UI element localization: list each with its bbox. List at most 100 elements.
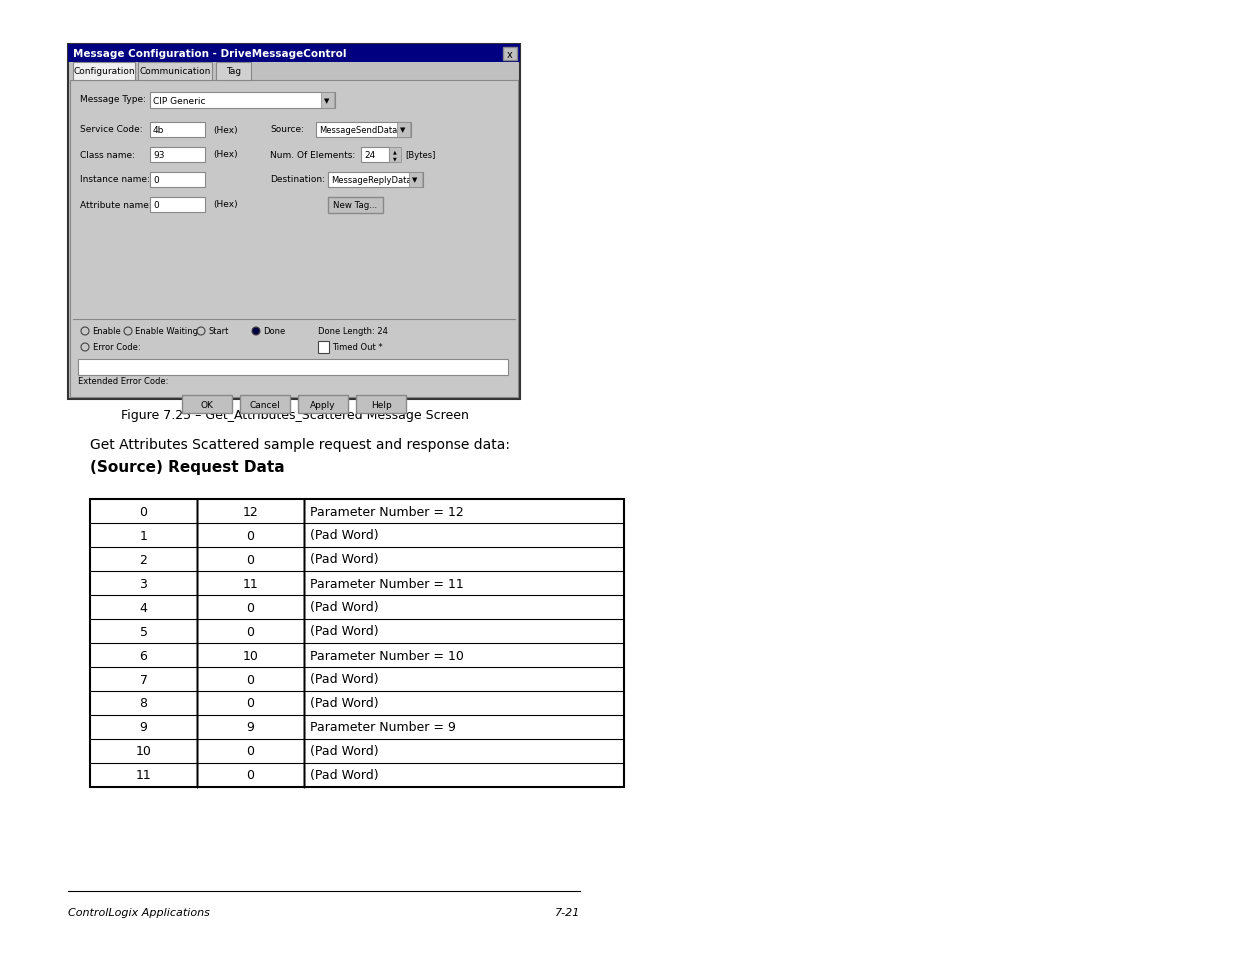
Text: Parameter Number = 11: Parameter Number = 11 [310, 577, 464, 590]
Text: Cancel: Cancel [249, 400, 280, 409]
Bar [70, 81, 517, 397]
Text: 0: 0 [247, 697, 254, 710]
Text: 0: 0 [153, 201, 159, 210]
Text: (Hex): (Hex) [212, 200, 237, 210]
Text: 0: 0 [247, 553, 254, 566]
Bar [90, 499, 624, 787]
Text: Done: Done [263, 327, 285, 336]
Text: 3: 3 [140, 577, 147, 590]
Text: 0: 0 [247, 625, 254, 638]
Text: OK: OK [200, 400, 214, 409]
Text: (Pad Word): (Pad Word) [310, 673, 379, 686]
Text: 0: 0 [140, 505, 147, 518]
Text: Message Configuration - DriveMessageControl: Message Configuration - DriveMessageCont… [73, 49, 347, 59]
Text: ▲: ▲ [393, 150, 396, 154]
Bar [356, 395, 406, 414]
Text: 10: 10 [136, 744, 152, 758]
Text: (Hex): (Hex) [212, 151, 237, 159]
Text: Class name:: Class name: [80, 151, 135, 159]
Text: 0: 0 [247, 601, 254, 614]
Text: 9: 9 [247, 720, 254, 734]
Text: Source:: Source: [270, 126, 304, 134]
Text: Num. Of Elements:: Num. Of Elements: [270, 151, 356, 159]
Text: 0: 0 [247, 673, 254, 686]
Bar [78, 359, 508, 375]
Bar [68, 45, 520, 63]
Text: (Hex): (Hex) [212, 126, 237, 134]
Bar [68, 45, 520, 399]
Text: 10: 10 [242, 649, 258, 661]
Text: 12: 12 [242, 505, 258, 518]
Text: Get Attributes Scattered sample request and response data:: Get Attributes Scattered sample request … [90, 437, 510, 452]
Text: New Tag...: New Tag... [333, 201, 378, 211]
Text: Attribute name:: Attribute name: [80, 200, 152, 210]
Text: x: x [508, 50, 513, 59]
Bar [329, 198, 383, 213]
Text: Apply: Apply [310, 400, 336, 409]
Bar [149, 172, 205, 188]
Text: [Bytes]: [Bytes] [405, 151, 436, 159]
Text: (Pad Word): (Pad Word) [310, 625, 379, 638]
Text: 1: 1 [140, 529, 147, 542]
Text: Destination:: Destination: [270, 175, 325, 184]
Bar [138, 63, 212, 81]
Text: 2: 2 [140, 553, 147, 566]
Bar [396, 123, 410, 138]
Text: 24: 24 [364, 151, 375, 160]
Text: Enable Waiting: Enable Waiting [135, 327, 198, 336]
Text: Service Code:: Service Code: [80, 126, 142, 134]
Text: Start: Start [207, 327, 228, 336]
Text: Tag: Tag [226, 68, 241, 76]
Text: Timed Out *: Timed Out * [332, 343, 383, 352]
Bar [149, 92, 335, 109]
Text: (Source) Request Data: (Source) Request Data [90, 460, 284, 475]
Bar [182, 395, 232, 414]
Text: Parameter Number = 12: Parameter Number = 12 [310, 505, 464, 518]
Text: 7: 7 [140, 673, 147, 686]
Text: ControlLogix Applications: ControlLogix Applications [68, 907, 210, 917]
Text: 0: 0 [247, 529, 254, 542]
Text: Done Length: 24: Done Length: 24 [317, 327, 388, 336]
Text: ▼: ▼ [325, 98, 330, 104]
Text: MessageSendData: MessageSendData [319, 126, 398, 135]
Text: (Pad Word): (Pad Word) [310, 769, 379, 781]
Text: 5: 5 [140, 625, 147, 638]
Bar [149, 198, 205, 213]
Text: 93: 93 [153, 151, 164, 160]
Text: (Pad Word): (Pad Word) [310, 697, 379, 710]
Bar [149, 148, 205, 163]
Text: 9: 9 [140, 720, 147, 734]
Text: ▼: ▼ [393, 156, 396, 161]
Text: Parameter Number = 10: Parameter Number = 10 [310, 649, 464, 661]
Bar [503, 48, 517, 61]
Bar [389, 148, 401, 163]
Text: MessageReplyData: MessageReplyData [331, 175, 411, 185]
Text: CIP Generic: CIP Generic [153, 96, 205, 106]
Bar [73, 63, 135, 81]
Text: (Pad Word): (Pad Word) [310, 553, 379, 566]
Text: Instance name:: Instance name: [80, 175, 149, 184]
Text: 4b: 4b [153, 126, 164, 135]
Text: Configuration: Configuration [73, 68, 135, 76]
Text: 11: 11 [136, 769, 152, 781]
Text: 6: 6 [140, 649, 147, 661]
Bar [409, 172, 422, 188]
Bar [240, 395, 290, 414]
Text: (Pad Word): (Pad Word) [310, 744, 379, 758]
Text: ▼: ▼ [412, 177, 417, 183]
Text: Figure 7.25 – Get_Attributes_Scattered Message Screen: Figure 7.25 – Get_Attributes_Scattered M… [121, 408, 469, 421]
Text: Parameter Number = 9: Parameter Number = 9 [310, 720, 456, 734]
Text: Help: Help [370, 400, 391, 409]
Text: Communication: Communication [140, 68, 211, 76]
Text: Message Type:: Message Type: [80, 95, 146, 105]
Bar [317, 341, 329, 354]
Text: 11: 11 [242, 577, 258, 590]
Bar [298, 395, 348, 414]
Text: Extended Error Code:: Extended Error Code: [78, 377, 168, 386]
Bar [316, 123, 411, 138]
Text: ▼: ▼ [400, 128, 405, 133]
Bar [216, 63, 251, 81]
Bar [321, 92, 333, 109]
Text: Enable: Enable [91, 327, 121, 336]
Bar [361, 148, 389, 163]
